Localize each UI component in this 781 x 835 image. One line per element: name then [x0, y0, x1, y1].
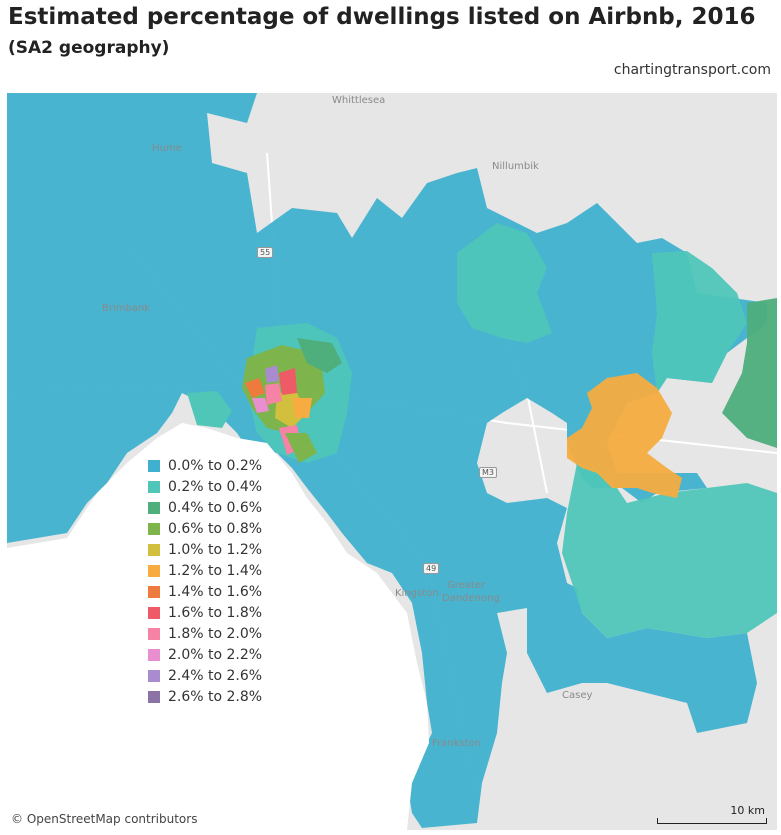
- place-label-frankston: Frankston: [432, 738, 481, 749]
- legend-item[interactable]: 2.4% to 2.6%: [148, 665, 262, 686]
- region-0.2-0.4-south-east[interactable]: [562, 463, 777, 638]
- scale-bar: 10 km: [657, 804, 767, 826]
- source-credit[interactable]: chartingtransport.com: [613, 62, 771, 78]
- legend-label: 0.0% to 0.2%: [168, 457, 263, 474]
- legend-item[interactable]: 1.8% to 2.0%: [148, 623, 262, 644]
- region-0-0.2[interactable]: [7, 93, 767, 828]
- legend-item[interactable]: 1.4% to 1.6%: [148, 581, 262, 602]
- legend: 0.0% to 0.2% 0.2% to 0.4% 0.4% to 0.6% 0.6%…: [148, 455, 262, 707]
- legend-label: 1.4% to 1.6%: [168, 583, 263, 600]
- legend-label: 1.8% to 2.0%: [168, 625, 263, 642]
- legend-item[interactable]: 1.0% to 1.2%: [148, 539, 262, 560]
- choropleth-map[interactable]: Whittlesea Nillumbik Brimbank Hume Kings…: [7, 93, 777, 830]
- place-label-hume: Hume: [152, 143, 182, 154]
- legend-swatch: [148, 543, 160, 556]
- legend-item[interactable]: 0.0% to 0.2%: [148, 455, 262, 476]
- legend-swatch: [148, 690, 160, 703]
- place-label-nillumbik: Nillumbik: [492, 161, 539, 172]
- region-1.2-1.4-east[interactable]: [567, 373, 682, 498]
- legend-swatch: [148, 501, 160, 514]
- legend-swatch: [148, 459, 160, 472]
- legend-item[interactable]: 1.2% to 1.4%: [148, 560, 262, 581]
- legend-swatch: [148, 585, 160, 598]
- legend-item[interactable]: 0.2% to 0.4%: [148, 476, 262, 497]
- place-label-casey: Casey: [562, 690, 593, 701]
- map-attribution[interactable]: © OpenStreetMap contributors: [11, 812, 198, 826]
- legend-label: 0.2% to 0.4%: [168, 478, 263, 495]
- place-label-kingston: Kingston: [395, 588, 439, 599]
- legend-swatch: [148, 669, 160, 682]
- road-shield-m3: M3: [479, 467, 497, 478]
- legend-item[interactable]: 0.6% to 0.8%: [148, 518, 262, 539]
- region-0.4-0.6-east[interactable]: [722, 298, 777, 448]
- legend-item[interactable]: 0.4% to 0.6%: [148, 497, 262, 518]
- road-shield-55: 55: [257, 247, 274, 258]
- scale-bar-label: 10 km: [730, 804, 765, 817]
- map-canvas[interactable]: [7, 93, 777, 830]
- legend-item[interactable]: 2.6% to 2.8%: [148, 686, 262, 707]
- legend-swatch: [148, 627, 160, 640]
- legend-label: 0.6% to 0.8%: [168, 520, 263, 537]
- inner-city-cluster[interactable]: [187, 338, 342, 463]
- legend-label: 2.4% to 2.6%: [168, 667, 263, 684]
- legend-swatch: [148, 606, 160, 619]
- legend-label: 2.0% to 2.2%: [168, 646, 263, 663]
- legend-swatch: [148, 522, 160, 535]
- region-0.2-0.4-north-east[interactable]: [457, 223, 552, 343]
- place-label-greater: Greater: [447, 580, 486, 591]
- legend-label: 1.6% to 1.8%: [168, 604, 263, 621]
- place-label-dandenong: Dandenong: [442, 593, 500, 604]
- legend-swatch: [148, 564, 160, 577]
- page-title: Estimated percentage of dwellings listed…: [8, 4, 756, 30]
- road-shield-49: 49: [423, 563, 440, 574]
- legend-label: 2.6% to 2.8%: [168, 688, 263, 705]
- region-0.2-0.4-east[interactable]: [652, 251, 747, 393]
- place-label-brimbank: Brimbank: [102, 303, 151, 314]
- legend-label: 1.2% to 1.4%: [168, 562, 263, 579]
- port-phillip-bay: [7, 423, 429, 830]
- legend-item[interactable]: 1.6% to 1.8%: [148, 602, 262, 623]
- page-subtitle: (SA2 geography): [8, 38, 170, 58]
- legend-label: 1.0% to 1.2%: [168, 541, 263, 558]
- legend-swatch: [148, 648, 160, 661]
- legend-swatch: [148, 480, 160, 493]
- place-label-whittlesea: Whittlesea: [332, 95, 386, 106]
- legend-label: 0.4% to 0.6%: [168, 499, 263, 516]
- legend-item[interactable]: 2.0% to 2.2%: [148, 644, 262, 665]
- scale-bar-line: [657, 818, 767, 824]
